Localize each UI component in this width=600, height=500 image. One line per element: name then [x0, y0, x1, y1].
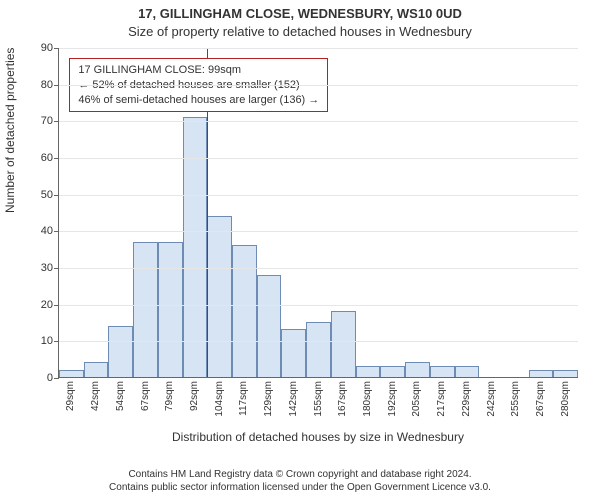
ytick-label: 60 [41, 152, 53, 164]
bar [232, 245, 257, 377]
bar [356, 366, 381, 377]
bar-slot: 180sqm [356, 48, 381, 377]
xtick-label: 42sqm [90, 381, 101, 411]
xtick-label: 155sqm [313, 381, 324, 417]
xtick-label: 242sqm [486, 381, 497, 417]
xtick-label: 129sqm [263, 381, 274, 417]
xtick-label: 180sqm [362, 381, 373, 417]
gridline [59, 195, 578, 196]
ytick-label: 0 [47, 372, 53, 384]
ytick-mark [54, 231, 59, 232]
bar [257, 275, 282, 377]
bar [331, 311, 356, 377]
bar [405, 362, 430, 377]
annotation-line: 17 GILLINGHAM CLOSE: 99sqm [78, 63, 319, 78]
ytick-label: 20 [41, 299, 53, 311]
bar [529, 370, 554, 377]
footer-line1: Contains HM Land Registry data © Crown c… [0, 468, 600, 481]
bar [430, 366, 455, 377]
ytick-mark [54, 378, 59, 379]
xtick-label: 217sqm [436, 381, 447, 417]
bar [455, 366, 480, 377]
xtick-label: 29sqm [65, 381, 76, 411]
ytick-mark [54, 48, 59, 49]
chart-container: 17, GILLINGHAM CLOSE, WEDNESBURY, WS10 0… [0, 0, 600, 500]
ytick-label: 50 [41, 189, 53, 201]
ytick-mark [54, 195, 59, 196]
bar [281, 329, 306, 377]
annotation-line: 46% of semi-detached houses are larger (… [78, 93, 319, 108]
gridline [59, 48, 578, 49]
ytick-mark [54, 341, 59, 342]
bar [553, 370, 578, 377]
bar-slot: 217sqm [430, 48, 455, 377]
page-title-line1: 17, GILLINGHAM CLOSE, WEDNESBURY, WS10 0… [0, 6, 600, 21]
bar [183, 117, 208, 377]
bar [158, 242, 183, 377]
gridline [59, 121, 578, 122]
plot-area: 29sqm42sqm54sqm67sqm79sqm92sqm104sqm117s… [58, 48, 578, 378]
xtick-label: 104sqm [214, 381, 225, 417]
xtick-label: 54sqm [115, 381, 126, 411]
ytick-mark [54, 305, 59, 306]
ytick-label: 40 [41, 225, 53, 237]
bar-slot: 255sqm [504, 48, 529, 377]
gridline [59, 158, 578, 159]
ytick-label: 70 [41, 115, 53, 127]
ytick-label: 90 [41, 42, 53, 54]
xtick-label: 205sqm [411, 381, 422, 417]
xtick-label: 192sqm [387, 381, 398, 417]
ytick-mark [54, 268, 59, 269]
ytick-label: 30 [41, 262, 53, 274]
bar-slot: 229sqm [455, 48, 480, 377]
gridline [59, 85, 578, 86]
xtick-label: 167sqm [337, 381, 348, 417]
xtick-label: 255sqm [510, 381, 521, 417]
bar [133, 242, 158, 377]
y-axis-label: Number of detached properties [3, 48, 17, 213]
bar-slot: 192sqm [380, 48, 405, 377]
bar [207, 216, 232, 377]
footer-attribution: Contains HM Land Registry data © Crown c… [0, 468, 600, 494]
bar [84, 362, 109, 377]
page-title-line2: Size of property relative to detached ho… [0, 24, 600, 39]
x-axis-label: Distribution of detached houses by size … [58, 430, 578, 444]
gridline [59, 231, 578, 232]
bar-slot: 205sqm [405, 48, 430, 377]
bar-slot: 242sqm [479, 48, 504, 377]
xtick-label: 267sqm [535, 381, 546, 417]
gridline [59, 341, 578, 342]
gridline [59, 305, 578, 306]
xtick-label: 92sqm [189, 381, 200, 411]
xtick-label: 67sqm [140, 381, 151, 411]
ytick-mark [54, 121, 59, 122]
xtick-label: 117sqm [238, 381, 249, 416]
xtick-label: 280sqm [560, 381, 571, 417]
bar-slot: 280sqm [553, 48, 578, 377]
xtick-label: 142sqm [288, 381, 299, 417]
bar-slot: 167sqm [331, 48, 356, 377]
ytick-mark [54, 85, 59, 86]
bar [108, 326, 133, 377]
footer-line2: Contains public sector information licen… [0, 481, 600, 494]
bar-slot: 267sqm [529, 48, 554, 377]
xtick-label: 79sqm [164, 381, 175, 411]
ytick-mark [54, 158, 59, 159]
ytick-label: 80 [41, 79, 53, 91]
gridline [59, 268, 578, 269]
bar [306, 322, 331, 377]
bar [380, 366, 405, 377]
bar [59, 370, 84, 377]
xtick-label: 229sqm [461, 381, 472, 417]
ytick-label: 10 [41, 335, 53, 347]
